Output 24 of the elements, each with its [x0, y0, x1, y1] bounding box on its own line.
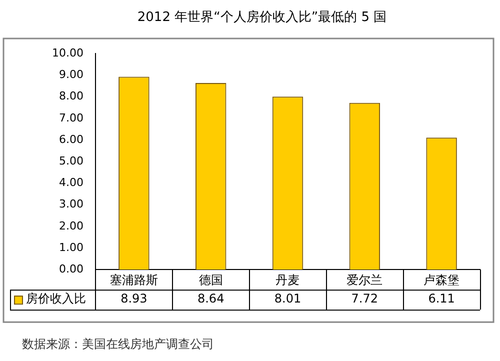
y-tick-label: 6.00 — [58, 132, 84, 146]
y-tick-label: 2.00 — [58, 219, 84, 232]
y-tick-label: 7.00 — [58, 111, 84, 124]
y-tick-label: 3.00 — [58, 198, 84, 211]
y-tick-label: 9.00 — [58, 68, 84, 82]
data-label: 6.11 — [428, 292, 455, 306]
y-tick-label: 4.00 — [58, 176, 84, 190]
y-tick-label: 0.00 — [58, 262, 84, 276]
x-tick-label: 塞浦路斯 — [110, 272, 158, 287]
x-tick-label: 爱尔兰 — [346, 272, 383, 287]
y-tick-label: 1.00 — [58, 240, 84, 254]
y-tick-label: 8.00 — [58, 90, 84, 103]
source-note: 数据来源：美国在线房地产调查公司 — [22, 336, 214, 353]
data-label: 8.01 — [274, 292, 302, 306]
x-tick-label: 德国 — [198, 272, 223, 287]
y-tick-label: 5.00 — [58, 154, 84, 168]
chart-title: 2012 年世界“个人房价收入比”最低的 5 国 — [137, 9, 387, 26]
legend-label: 房价收入比 — [26, 292, 86, 306]
data-label: 7.72 — [351, 292, 378, 306]
x-tick-label: 丹麦 — [276, 272, 300, 287]
data-label: 8.93 — [120, 292, 148, 306]
data-label: 8.64 — [197, 292, 224, 306]
x-tick-label: 卢森堡 — [424, 272, 460, 287]
y-tick-label: 10.00 — [52, 46, 84, 60]
